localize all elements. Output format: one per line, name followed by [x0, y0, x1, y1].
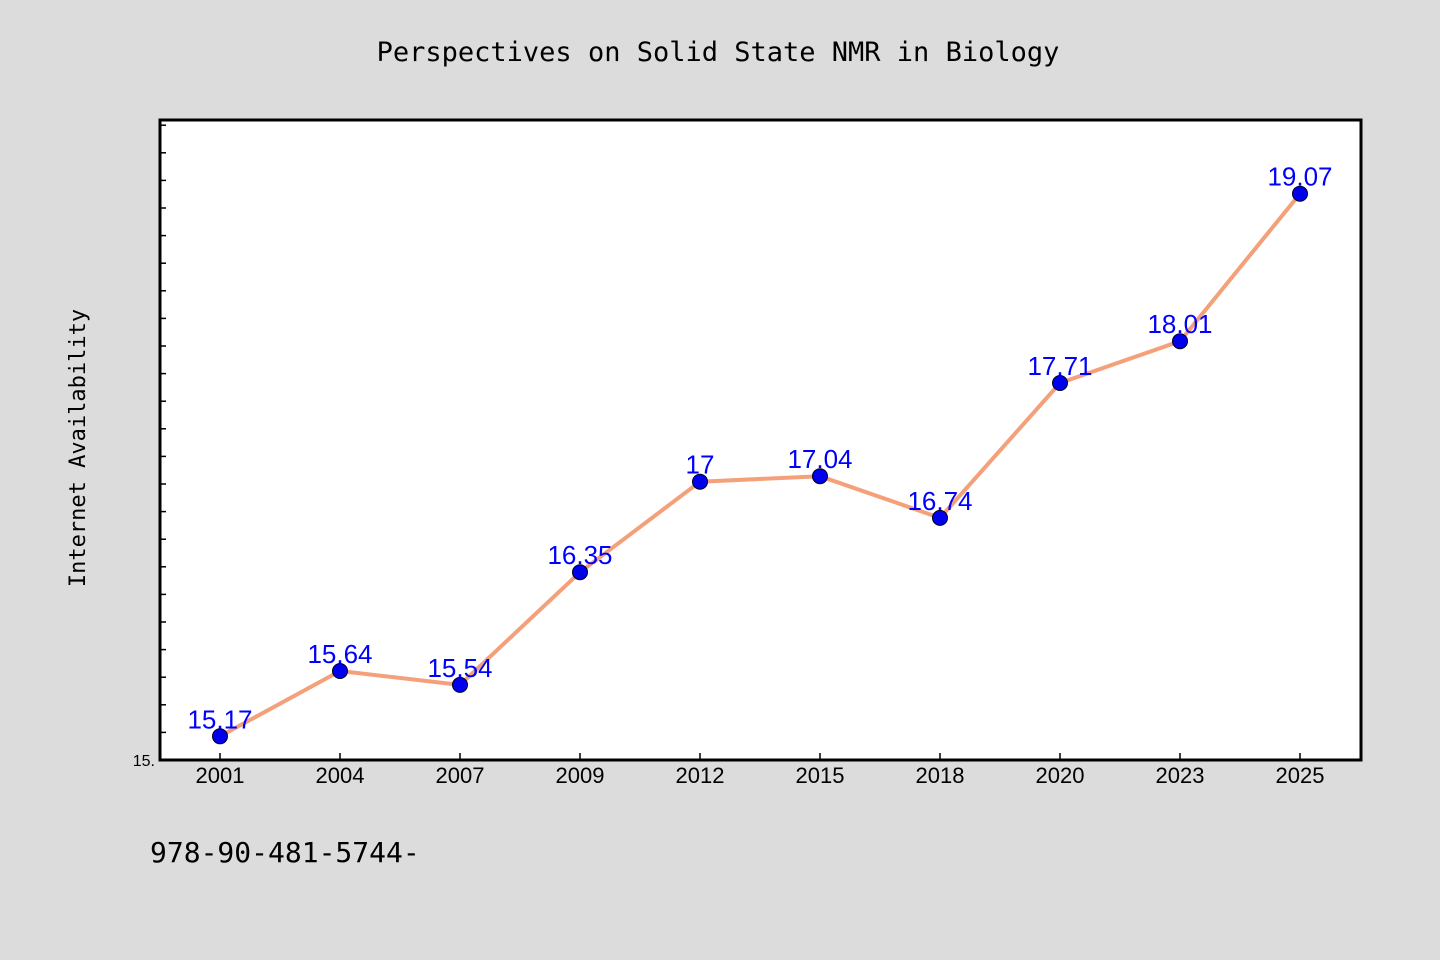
data-point [452, 676, 468, 693]
x-tick-label: 2018 [916, 763, 965, 788]
data-label: 15.17 [187, 704, 252, 734]
data-markers [212, 185, 1308, 745]
x-tick-label: 2001 [196, 763, 245, 788]
data-label: 17.71 [1027, 351, 1092, 381]
x-tick-label: 2023 [1156, 763, 1205, 788]
data-point [572, 564, 588, 581]
data-label: 16.74 [907, 486, 972, 516]
data-label: 17.04 [787, 444, 852, 474]
chart-title: Perspectives on Solid State NMR in Biolo… [377, 37, 1060, 68]
data-label: 18.01 [1147, 309, 1212, 339]
plot-area [158, 118, 1363, 762]
footer-text: 978-90-481-5744- [150, 836, 420, 869]
data-point [1172, 333, 1188, 350]
x-tick-label: 2007 [436, 763, 485, 788]
data-point [932, 509, 948, 526]
data-label: 15.54 [427, 653, 492, 683]
data-point [1292, 185, 1308, 202]
data-label: 15.64 [307, 639, 372, 669]
x-axis-tick-labels: 2001 2004 2007 2009 2012 2015 2018 2020 2023 2025 [196, 763, 1325, 788]
y-axis-minor-ticks [160, 124, 166, 734]
data-point [212, 728, 228, 745]
x-tick-label: 2012 [676, 763, 725, 788]
x-tick-label: 2004 [316, 763, 365, 788]
data-point [1052, 375, 1068, 391]
x-axis-ticks [219, 753, 1301, 760]
data-labels: 15.17 15.64 15.54 16.35 17 17.04 16.74 17.71 18.… [187, 162, 1332, 735]
x-tick-label: 2015 [796, 763, 845, 788]
y-tick-label: 15. [133, 753, 155, 770]
data-point [332, 663, 348, 679]
x-tick-label: 2009 [556, 763, 605, 788]
y-axis-label: Internet Availability [66, 309, 91, 587]
x-tick-label: 2020 [1036, 763, 1085, 788]
series-line [219, 192, 1302, 739]
data-label: 16.35 [547, 540, 612, 570]
data-label: 19.07 [1267, 162, 1332, 192]
data-point [692, 473, 708, 490]
x-tick-label: 2025 [1276, 763, 1325, 788]
data-point [812, 468, 828, 485]
data-label: 17 [686, 450, 715, 480]
